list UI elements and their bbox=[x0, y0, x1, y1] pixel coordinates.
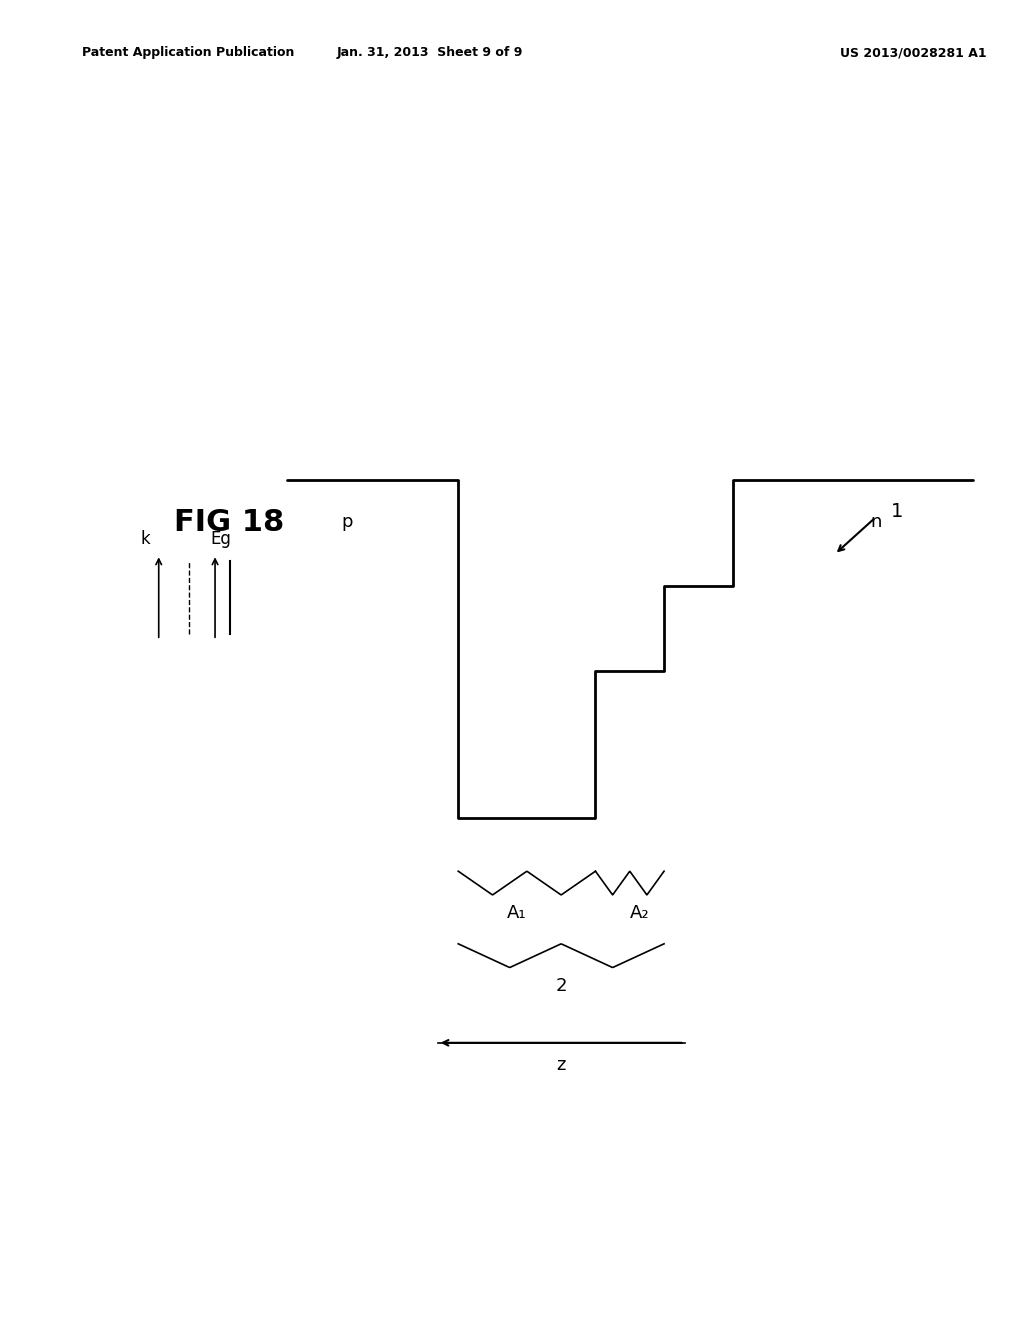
Text: z: z bbox=[556, 1056, 566, 1074]
Text: Patent Application Publication: Patent Application Publication bbox=[82, 46, 294, 59]
Text: US 2013/0028281 A1: US 2013/0028281 A1 bbox=[840, 46, 986, 59]
Text: Eg: Eg bbox=[210, 529, 230, 548]
Text: p: p bbox=[342, 513, 353, 532]
Text: n: n bbox=[869, 513, 882, 532]
Text: A₂: A₂ bbox=[630, 904, 650, 923]
Text: 1: 1 bbox=[891, 502, 903, 520]
Text: Jan. 31, 2013  Sheet 9 of 9: Jan. 31, 2013 Sheet 9 of 9 bbox=[337, 46, 523, 59]
Text: A₁: A₁ bbox=[507, 904, 526, 923]
Text: 2: 2 bbox=[555, 977, 567, 995]
Text: k: k bbox=[140, 529, 151, 548]
Text: FIG 18: FIG 18 bbox=[174, 508, 285, 537]
